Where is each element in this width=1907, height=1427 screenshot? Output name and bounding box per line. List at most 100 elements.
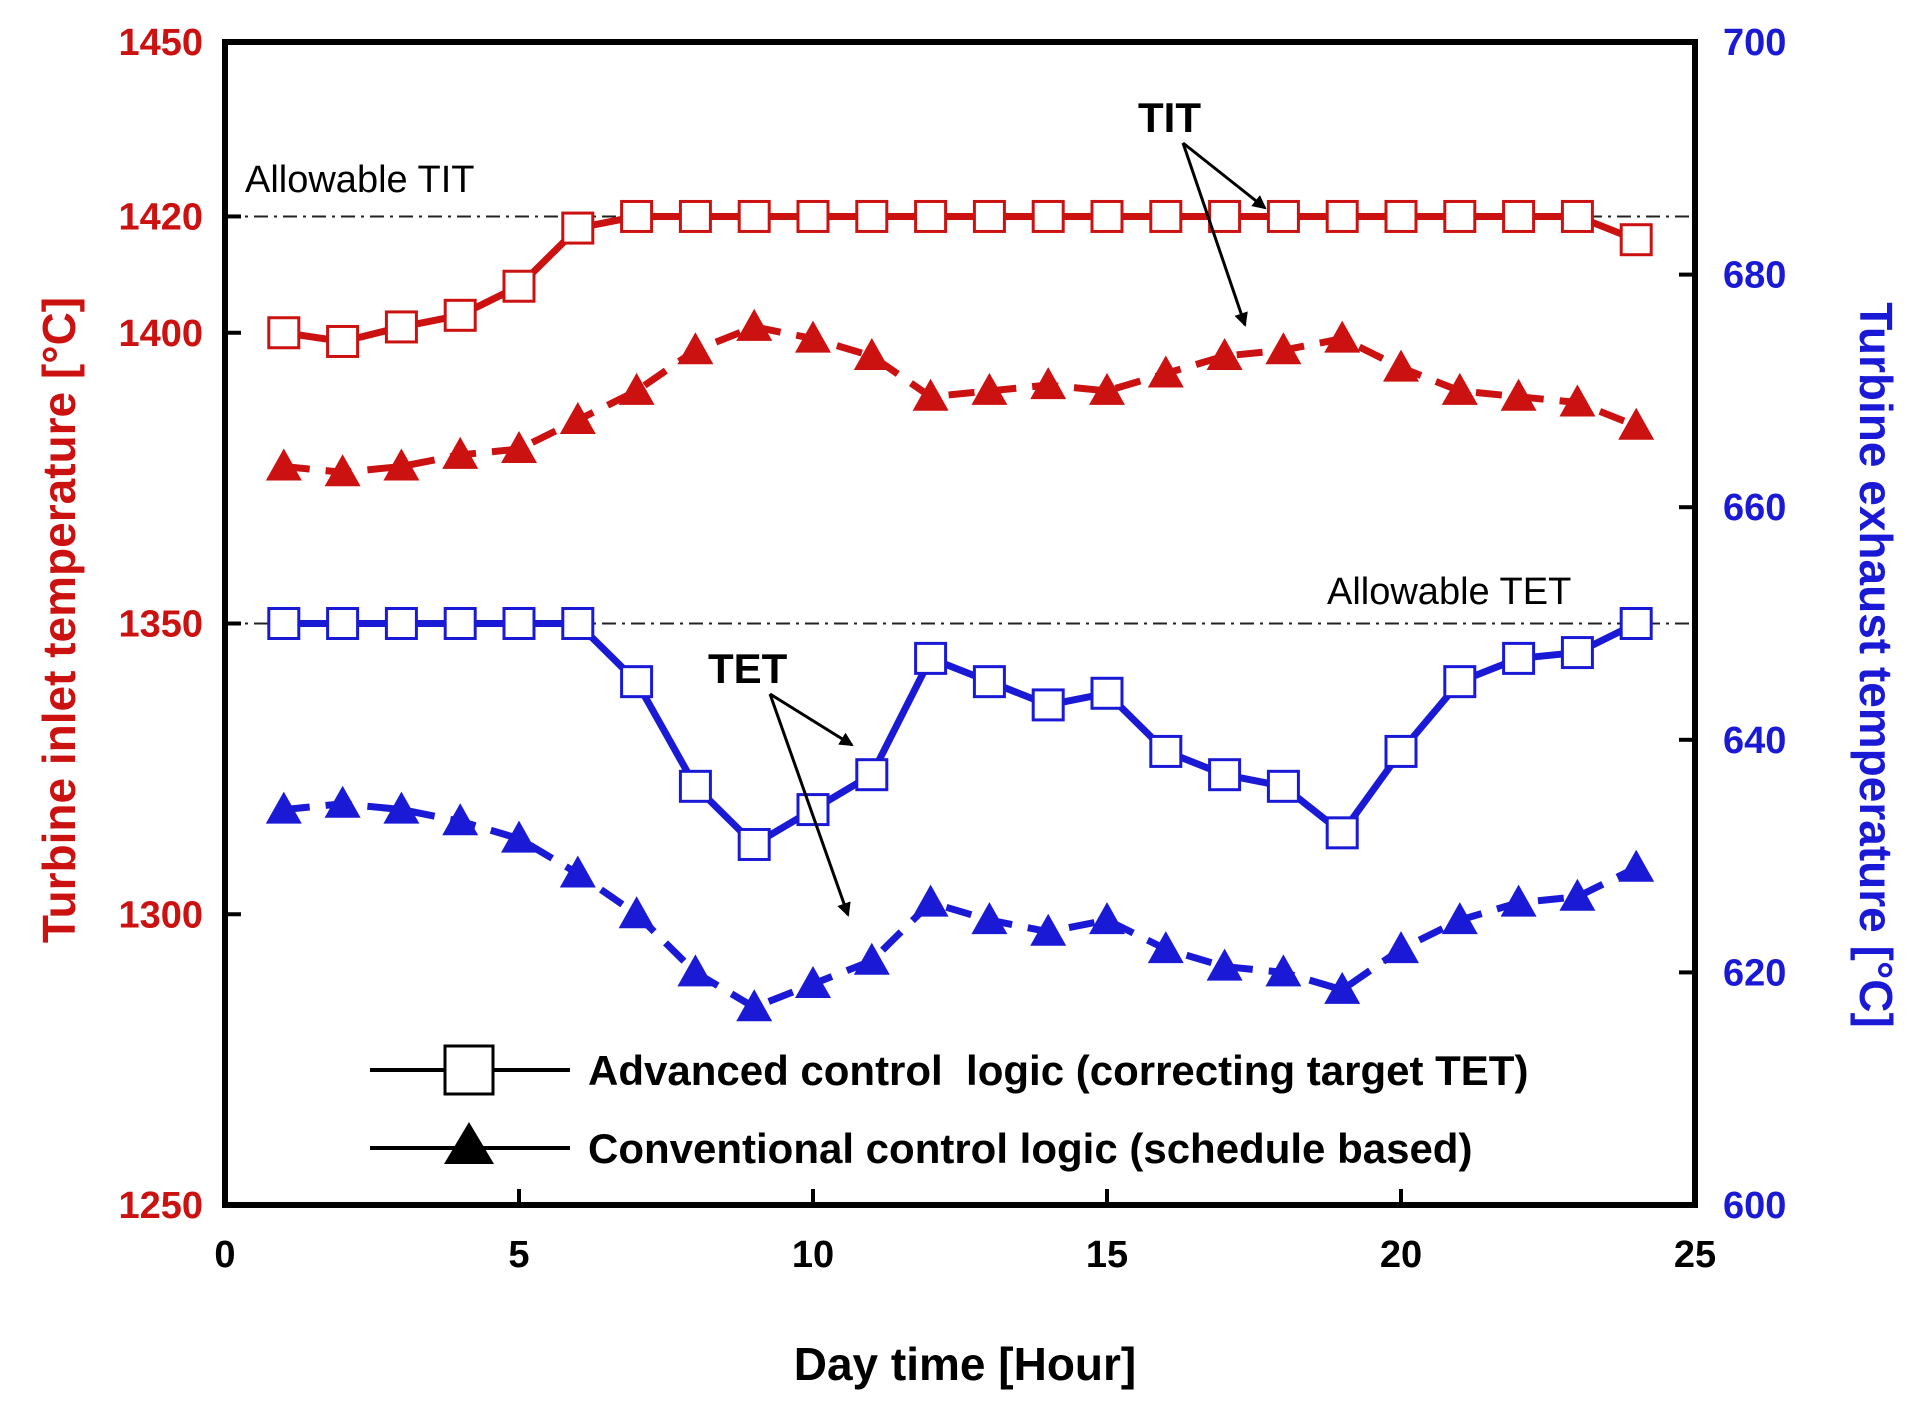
left-y-axis-title: Turbine inlet temperature [°C] — [33, 297, 85, 943]
legend-label-advanced: Advanced control logic (correcting targe… — [588, 1047, 1528, 1094]
data-point-s2-8 — [677, 332, 714, 365]
data-point-s1-4 — [443, 298, 477, 332]
data-point-s1-19 — [1325, 199, 1359, 233]
data-point-s4-2 — [324, 785, 361, 818]
data-point-s2-12 — [912, 378, 949, 411]
data-point-s1-23 — [1560, 199, 1594, 233]
data-point-s1-2 — [326, 324, 360, 358]
data-point-s1-22 — [1502, 199, 1536, 233]
data-point-s4-12 — [912, 884, 949, 917]
data-point-s3-8 — [678, 769, 712, 803]
data-point-s4-5 — [501, 820, 537, 853]
data-point-s4-22 — [1500, 884, 1537, 917]
data-point-s1-15 — [1090, 199, 1124, 233]
data-point-s2-10 — [795, 320, 831, 353]
data-point-s2-7 — [618, 372, 655, 405]
data-point-s3-3 — [384, 607, 418, 640]
data-point-s1-18 — [1266, 199, 1300, 233]
data-point-s3-17 — [1208, 758, 1242, 792]
series-line-2 — [283, 323, 1638, 476]
data-point-s4-14 — [1030, 913, 1067, 946]
data-point-s2-17 — [1206, 338, 1243, 371]
allowable-tit-label: Allowable TIT — [245, 159, 475, 201]
series-line-1 — [283, 212, 1638, 345]
data-point-s2-5 — [501, 431, 537, 464]
data-point-s2-13 — [971, 372, 1008, 405]
data-point-s1-11 — [855, 199, 889, 233]
data-point-s3-19 — [1325, 816, 1359, 850]
data-point-s3-6 — [561, 607, 595, 640]
data-point-s4-3 — [383, 791, 420, 824]
data-point-s1-3 — [384, 310, 418, 344]
data-point-s1-8 — [678, 199, 712, 233]
legend-square-marker — [443, 1044, 495, 1096]
data-point-s2-22 — [1500, 378, 1537, 411]
allowable-tet-label: Allowable TET — [1327, 571, 1571, 613]
data-point-s2-18 — [1265, 332, 1302, 365]
data-point-s3-14 — [1031, 688, 1065, 722]
data-point-s4-7 — [618, 896, 655, 929]
data-point-s1-24 — [1619, 223, 1653, 257]
right-y-axis-title: Turbine exhaust temperature [°C] — [1850, 302, 1902, 1028]
data-point-s4-18 — [1265, 954, 1302, 987]
tet-annotation: TET — [708, 645, 788, 692]
data-point-s4-23 — [1559, 878, 1596, 911]
data-point-s3-10 — [796, 793, 830, 827]
left-y-tick-label-4: 1400 — [118, 313, 203, 355]
right-y-tick-label-1: 600 — [1723, 1185, 1786, 1227]
data-point-s4-10 — [795, 966, 831, 999]
data-point-s2-9 — [736, 308, 773, 341]
data-point-s2-20 — [1383, 349, 1419, 382]
data-point-s3-11 — [855, 758, 889, 792]
left-y-tick-label-2: 1300 — [118, 894, 203, 936]
data-point-s1-5 — [502, 269, 536, 303]
data-point-s2-1 — [265, 448, 302, 481]
data-point-s1-13 — [972, 199, 1006, 233]
data-point-s3-9 — [737, 827, 771, 861]
data-point-s3-24 — [1619, 607, 1653, 640]
data-point-s3-18 — [1266, 769, 1300, 803]
data-point-s1-10 — [796, 199, 830, 233]
data-point-s2-4 — [442, 436, 479, 469]
data-point-s2-19 — [1324, 320, 1361, 353]
left-y-tick-label-6: 1450 — [118, 22, 203, 64]
data-point-s2-21 — [1441, 372, 1478, 405]
right-y-tick-label-3: 640 — [1723, 720, 1786, 762]
x-tick-label-2: 5 — [508, 1234, 529, 1276]
data-point-s4-15 — [1089, 902, 1125, 935]
x-tick-label-3: 10 — [792, 1234, 834, 1276]
data-point-s4-11 — [853, 942, 890, 975]
data-point-s3-13 — [972, 665, 1006, 699]
data-point-s4-17 — [1206, 948, 1243, 981]
data-point-s3-1 — [267, 607, 301, 640]
x-axis-title: Day time [Hour] — [794, 1338, 1136, 1390]
data-point-s1-1 — [267, 316, 301, 350]
data-point-s3-5 — [502, 607, 536, 640]
data-point-s1-17 — [1208, 199, 1242, 233]
series-line-4 — [283, 800, 1638, 1011]
data-point-s3-4 — [443, 607, 477, 640]
tet-arrow-dashed — [768, 693, 851, 917]
left-y-tick-label-3: 1350 — [118, 604, 203, 646]
tit-arrow-dashed — [1181, 142, 1248, 327]
data-point-s2-15 — [1089, 372, 1125, 405]
data-point-s3-12 — [914, 641, 948, 675]
data-point-s4-9 — [736, 989, 773, 1022]
right-y-tick-label-4: 660 — [1723, 487, 1786, 529]
right-y-tick-label-5: 680 — [1723, 255, 1786, 297]
data-point-s2-16 — [1147, 355, 1184, 388]
data-point-s4-13 — [971, 902, 1008, 935]
data-point-s2-6 — [559, 401, 596, 434]
legend-label-conventional: Conventional control logic (schedule bas… — [588, 1125, 1472, 1172]
data-point-s3-20 — [1384, 734, 1418, 768]
data-point-s2-3 — [383, 448, 420, 481]
data-point-s4-24 — [1618, 849, 1655, 882]
data-point-s3-23 — [1560, 636, 1594, 670]
data-point-s3-15 — [1090, 676, 1124, 710]
data-point-s4-4 — [442, 803, 479, 836]
data-point-s3-7 — [620, 665, 654, 699]
data-point-s2-24 — [1618, 407, 1655, 440]
data-point-s1-12 — [914, 199, 948, 233]
legend: Advanced control logic (correcting targe… — [370, 1044, 1528, 1172]
